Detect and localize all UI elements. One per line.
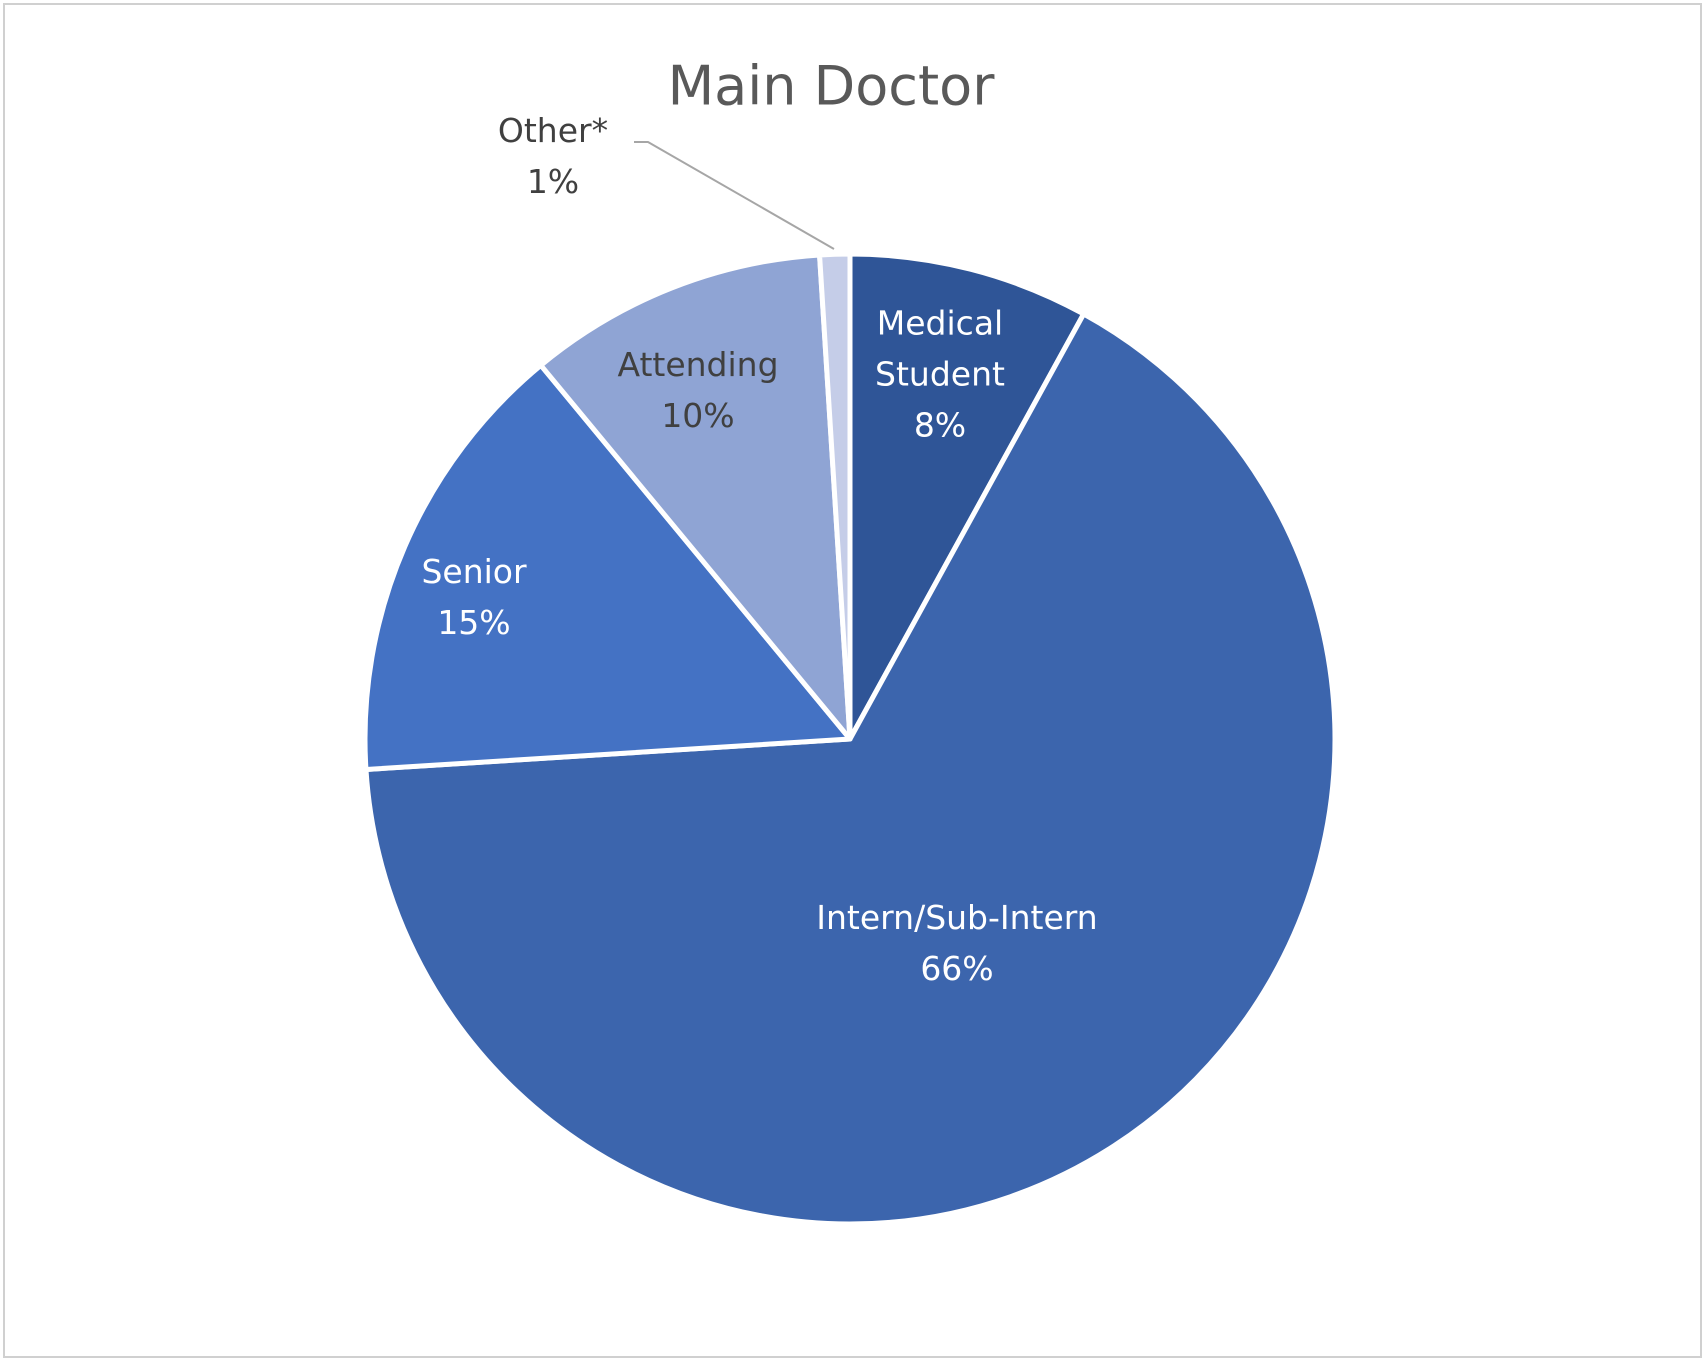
value-label: 1% [526,162,580,201]
pie-slice [817,251,853,742]
category-label: Senior [421,552,527,591]
data-label: Other* 1% [478,105,628,207]
category-label: Attending [617,345,779,384]
pie-slice [538,252,853,742]
data-label: Medical Student 8% [865,298,1015,451]
value-label: 10% [661,396,735,435]
data-label: Attending 10% [598,339,798,441]
pie-slice [363,311,1338,1227]
pie-slice [362,362,853,772]
value-label: 8% [913,405,967,445]
category-label: Intern/Sub-Intern [816,898,1098,937]
leader-line [634,141,835,250]
value-label: 66% [920,949,994,988]
category-label: Medical Student [875,303,1005,394]
pie-slice [847,251,1087,742]
category-label: Other* [497,111,609,150]
value-label: 15% [437,603,511,642]
data-label: Senior 15% [399,546,549,648]
chart-title: Main Doctor [668,55,996,118]
data-label: Intern/Sub-Intern 66% [797,892,1117,994]
